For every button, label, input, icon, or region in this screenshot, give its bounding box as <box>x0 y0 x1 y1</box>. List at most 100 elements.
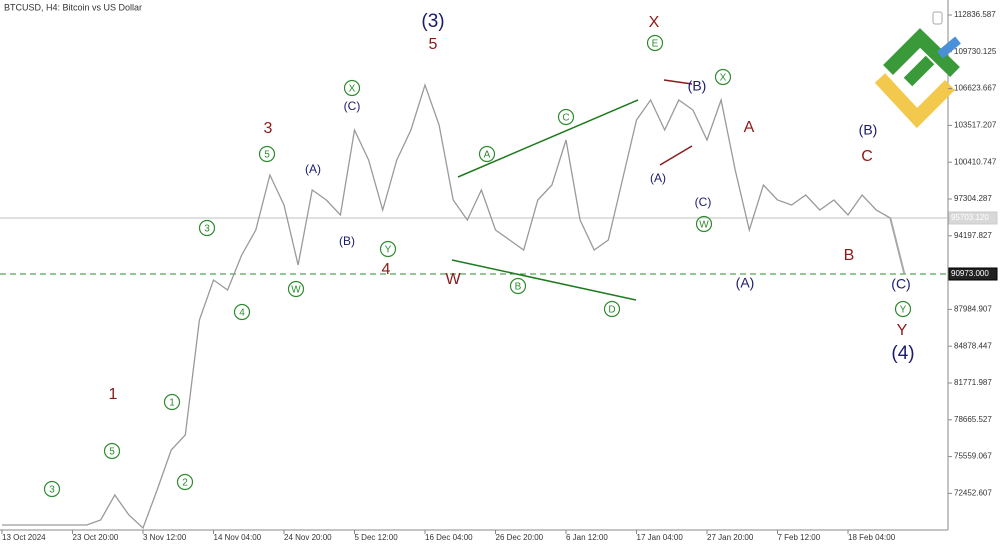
y-tick-label: 87984.907 <box>954 305 992 314</box>
wave-label: 3 <box>49 485 55 496</box>
logo-yellow <box>874 73 955 129</box>
wave-circle <box>478 145 496 163</box>
x-tick-label: 17 Jan 04:00 <box>637 533 684 542</box>
wave-label: W <box>291 285 301 296</box>
wave-label: 5 <box>264 150 270 161</box>
wave-label: W <box>699 220 709 231</box>
wave-label: W <box>445 271 461 288</box>
y-tick-label: 100410.747 <box>954 157 997 166</box>
x-tick-label: 16 Dec 04:00 <box>425 533 473 542</box>
x-tick-label: 7 Feb 12:00 <box>778 533 821 542</box>
wave-label: (A) <box>650 171 666 185</box>
price-tag <box>948 267 998 281</box>
wave-label: (A) <box>305 162 321 176</box>
scroll-icon[interactable] <box>932 11 943 25</box>
price-line <box>889 217 906 275</box>
wave-circle <box>509 277 527 295</box>
wave-label: (B) <box>859 122 878 138</box>
x-tick-label: 13 Oct 2024 <box>2 533 46 542</box>
wave-label: B <box>515 282 522 293</box>
wave-label: D <box>608 305 615 316</box>
x-tick-label: 5 Dec 12:00 <box>355 533 399 542</box>
x-tick-label: 27 Jan 20:00 <box>707 533 754 542</box>
x-tick-label: 14 Nov 04:00 <box>214 533 262 542</box>
wave-circle <box>557 108 575 126</box>
x-tick-label: 26 Dec 20:00 <box>496 533 544 542</box>
wave-label: Y <box>900 305 907 316</box>
x-tick-label: 24 Nov 20:00 <box>284 533 332 542</box>
trend-line <box>451 259 637 301</box>
trend-lines <box>451 79 693 301</box>
wave-label: A <box>744 119 755 136</box>
logo-green <box>883 28 960 78</box>
wave-label: 3 <box>264 120 273 137</box>
logo-blue <box>937 36 961 59</box>
wave-label: 1 <box>169 398 175 409</box>
wave-label: (B) <box>688 78 707 94</box>
y-tick-label: 97304.287 <box>954 194 992 203</box>
wave-circle <box>714 68 732 86</box>
wave-label: A <box>484 150 491 161</box>
wave-label: (C) <box>891 276 910 292</box>
trend-line <box>457 99 639 178</box>
wave-circle <box>258 145 276 163</box>
wave-label: C <box>562 113 569 124</box>
wave-label: 4 <box>239 308 245 319</box>
y-tick-label: 109730.125 <box>954 47 997 56</box>
wave-label: X <box>720 73 727 84</box>
logo-green-bar <box>903 55 935 87</box>
wave-label: 4 <box>382 261 391 278</box>
wave-circle <box>287 280 305 298</box>
price-tag-label: 90973.000 <box>951 269 989 278</box>
price-tag <box>948 211 998 225</box>
y-tick-label: 112836.587 <box>954 10 996 19</box>
wave-label: E <box>652 39 659 50</box>
wave-label: Y <box>385 245 392 256</box>
x-tick-label: 18 Feb 04:00 <box>848 533 896 542</box>
trend-line <box>659 145 693 166</box>
y-tick-label: 72452.607 <box>954 489 992 498</box>
wave-circle <box>343 79 361 97</box>
y-tick-label: 94197.827 <box>954 231 992 240</box>
wave-label: B <box>844 247 855 264</box>
wave-label: (3) <box>421 11 444 32</box>
wave-circle <box>103 442 121 460</box>
wave-circle <box>43 480 61 498</box>
wave-circle <box>163 393 181 411</box>
wave-circle <box>646 34 664 52</box>
wave-circle <box>233 303 251 321</box>
wave-circle <box>176 473 194 491</box>
wave-circle <box>198 219 216 237</box>
wave-circle <box>695 215 713 233</box>
wave-label: C <box>861 148 873 165</box>
wave-label: X <box>649 14 660 31</box>
price-line <box>2 82 891 530</box>
wave-label: (A) <box>736 275 755 291</box>
wave-label: 5 <box>109 447 115 458</box>
logo <box>874 28 961 129</box>
wave-label: X <box>349 84 356 95</box>
y-tick-label: 75559.067 <box>954 452 992 461</box>
wave-label: (C) <box>344 99 361 113</box>
wave-circle <box>379 240 397 258</box>
y-tick-label: 78665.527 <box>954 415 992 424</box>
y-tick-label: 84878.447 <box>954 341 992 350</box>
x-tick-label: 23 Oct 20:00 <box>73 533 119 542</box>
price-tag-label: 95703.120 <box>951 213 989 222</box>
wave-circle <box>603 300 621 318</box>
x-tick-label: 6 Jan 12:00 <box>566 533 608 542</box>
y-tick-label: 103517.207 <box>954 121 997 130</box>
x-tick-label: 3 Nov 12:00 <box>143 533 187 542</box>
wave-label: 3 <box>204 224 210 235</box>
wave-label: 1 <box>109 386 118 403</box>
trend-line <box>663 79 693 85</box>
wave-label: 5 <box>429 36 438 53</box>
y-tick-label: 81771.987 <box>954 378 992 387</box>
wave-label: (4) <box>891 343 914 364</box>
chart-title: BTCUSD, H4: Bitcoin vs US Dollar <box>4 2 142 12</box>
wave-label: (B) <box>339 234 355 248</box>
wave-label: Y <box>897 322 908 339</box>
wave-label: 2 <box>182 478 188 489</box>
